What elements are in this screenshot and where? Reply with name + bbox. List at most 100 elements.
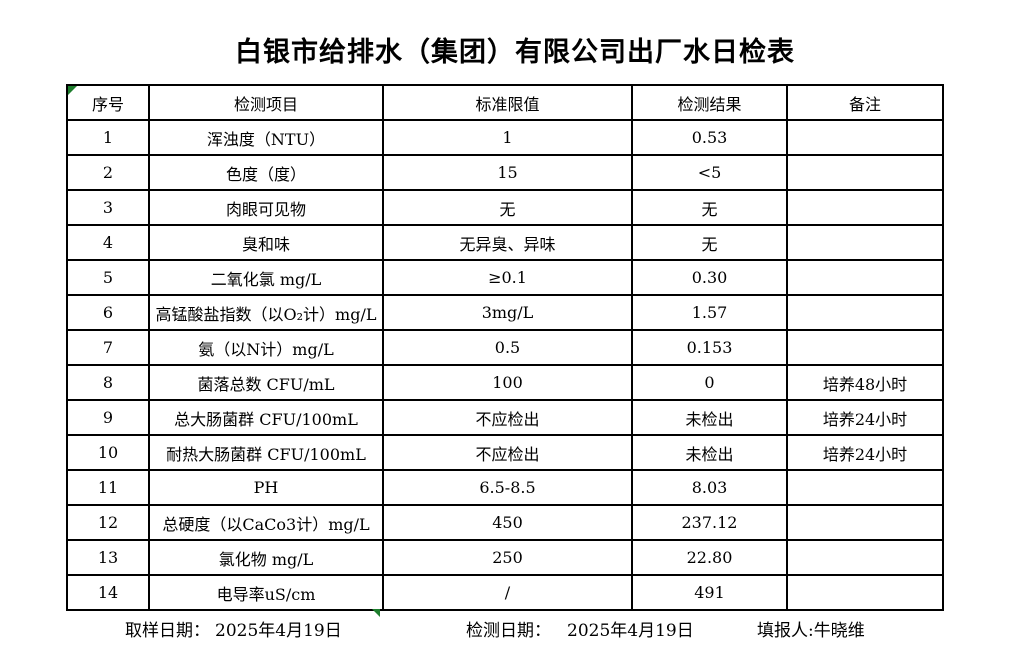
cell-remark bbox=[786, 119, 944, 156]
cell-result: 1.57 bbox=[631, 294, 788, 331]
cell-limit: 无异臭、异味 bbox=[382, 224, 633, 261]
cell-item: 高锰酸盐指数（以O₂计）mg/L bbox=[148, 294, 384, 331]
testing-date-label: 检测日期： bbox=[466, 621, 551, 641]
cell-remark: 培养24小时 bbox=[786, 434, 944, 471]
sampling-date: 取样日期： 2025年4月19日 bbox=[125, 616, 342, 641]
cell-item: PH bbox=[148, 469, 384, 506]
cell-result: 无 bbox=[631, 224, 788, 261]
cell-item: 臭和味 bbox=[148, 224, 384, 261]
cell-item: 电导率uS/cm bbox=[148, 574, 384, 611]
cell-limit: 6.5-8.5 bbox=[382, 469, 633, 506]
cell-item: 菌落总数 CFU/mL bbox=[148, 364, 384, 401]
cell-remark bbox=[786, 224, 944, 261]
table-row: 7 氨（以N计）mg/L 0.5 0.153 bbox=[66, 329, 944, 366]
cell-result: 未检出 bbox=[631, 399, 788, 436]
cell-remark bbox=[786, 539, 944, 576]
cell-item: 氨（以N计）mg/L bbox=[148, 329, 384, 366]
testing-date: 检测日期： 2025年4月19日 bbox=[466, 616, 694, 641]
cell-result: 8.03 bbox=[631, 469, 788, 506]
cell-item: 氯化物 mg/L bbox=[148, 539, 384, 576]
cell-limit: 100 bbox=[382, 364, 633, 401]
cell-limit: 3mg/L bbox=[382, 294, 633, 331]
cell-remark bbox=[786, 294, 944, 331]
reporter: 填报人:牛晓维 bbox=[757, 616, 865, 641]
cell-result: 无 bbox=[631, 189, 788, 226]
cell-limit: 不应检出 bbox=[382, 434, 633, 471]
cell-remark bbox=[786, 469, 944, 506]
cell-limit: ≥0.1 bbox=[382, 259, 633, 296]
cell-no: 2 bbox=[66, 154, 150, 191]
cell-item: 浑浊度（NTU） bbox=[148, 119, 384, 156]
cell-limit: 15 bbox=[382, 154, 633, 191]
col-header-no: 序号 bbox=[66, 84, 150, 121]
table-row: 14 电导率uS/cm/491 bbox=[66, 574, 944, 611]
table-row: 4 臭和味 无异臭、异味无 bbox=[66, 224, 944, 261]
cell-result: <5 bbox=[631, 154, 788, 191]
page-title: 白银市给排水（集团）有限公司出厂水日检表 bbox=[235, 37, 795, 68]
cell-no: 12 bbox=[66, 504, 150, 541]
table-row: 13 氯化物 mg/L 250 22.80 bbox=[66, 539, 944, 576]
cell-remark bbox=[786, 329, 944, 366]
table-row: 6 高锰酸盐指数（以O₂计）mg/L 3mg/L 1.57 bbox=[66, 294, 944, 331]
table-header-row: 序号 检测项目 标准限值 检测结果 备注 bbox=[66, 84, 944, 121]
cell-remark: 培养24小时 bbox=[786, 399, 944, 436]
cell-result: 0 bbox=[631, 364, 788, 401]
cell-no: 3 bbox=[66, 189, 150, 226]
cell-remark bbox=[786, 189, 944, 226]
table-row: 8 菌落总数 CFU/mL 100 0 培养48小时 bbox=[66, 364, 944, 401]
cell-no: 11 bbox=[66, 469, 150, 506]
reporter-name: 牛晓维 bbox=[813, 621, 865, 641]
table-row: 5 二氧化氯 mg/L ≥0.1 0.30 bbox=[66, 259, 944, 296]
cell-remark: 培养48小时 bbox=[786, 364, 944, 401]
table-row: 1 浑浊度（NTU） 1 0.53 bbox=[66, 119, 944, 156]
cell-remark bbox=[786, 574, 944, 611]
cell-limit: 1 bbox=[382, 119, 633, 156]
table-row: 9 总大肠菌群 CFU/100mL 不应检出 未检出 培养24小时 bbox=[66, 399, 944, 436]
sampling-date-value: 2025年4月19日 bbox=[215, 621, 342, 641]
cell-no: 8 bbox=[66, 364, 150, 401]
table-body: 1 浑浊度（NTU） 1 0.53 2 色度（度） 15 <5 3 肉眼可见物无无 4 臭和味 无异臭、… bbox=[66, 119, 944, 611]
excel-green-cell-marker-icon bbox=[372, 609, 380, 617]
cell-no: 13 bbox=[66, 539, 150, 576]
cell-result: 未检出 bbox=[631, 434, 788, 471]
col-header-result: 检测结果 bbox=[631, 84, 788, 121]
col-header-limit: 标准限值 bbox=[382, 84, 633, 121]
cell-no: 5 bbox=[66, 259, 150, 296]
reporter-label: 填报人: bbox=[757, 621, 814, 641]
cell-item: 总大肠菌群 CFU/100mL bbox=[148, 399, 384, 436]
table-row: 2 色度（度） 15 <5 bbox=[66, 154, 944, 191]
cell-limit: 无 bbox=[382, 189, 633, 226]
cell-no: 4 bbox=[66, 224, 150, 261]
cell-item: 耐热大肠菌群 CFU/100mL bbox=[148, 434, 384, 471]
cell-limit: 450 bbox=[382, 504, 633, 541]
cell-remark bbox=[786, 504, 944, 541]
col-header-remark: 备注 bbox=[786, 84, 944, 121]
cell-result: 0.53 bbox=[631, 119, 788, 156]
cell-limit: / bbox=[382, 574, 633, 611]
cell-result: 22.80 bbox=[631, 539, 788, 576]
cell-remark bbox=[786, 154, 944, 191]
cell-remark bbox=[786, 259, 944, 296]
cell-no: 9 bbox=[66, 399, 150, 436]
table-row: 11 PH 6.5-8.5 8.03 bbox=[66, 469, 944, 506]
testing-date-value: 2025年4月19日 bbox=[567, 621, 694, 641]
table-row: 10 耐热大肠菌群 CFU/100mL 不应检出 未检出 培养24小时 bbox=[66, 434, 944, 471]
cell-limit: 0.5 bbox=[382, 329, 633, 366]
cell-no: 14 bbox=[66, 574, 150, 611]
cell-result: 237.12 bbox=[631, 504, 788, 541]
cell-result: 0.30 bbox=[631, 259, 788, 296]
sampling-date-label: 取样日期： bbox=[125, 621, 210, 641]
cell-limit: 不应检出 bbox=[382, 399, 633, 436]
inspection-table: 序号 检测项目 标准限值 检测结果 备注 1 浑浊度（NTU） 1 0.53 2 色度（度… bbox=[66, 84, 944, 611]
cell-no: 1 bbox=[66, 119, 150, 156]
cell-no: 7 bbox=[66, 329, 150, 366]
cell-item: 总硬度（以CaCo3计）mg/L bbox=[148, 504, 384, 541]
col-header-item: 检测项目 bbox=[148, 84, 384, 121]
cell-no: 6 bbox=[66, 294, 150, 331]
cell-no: 10 bbox=[66, 434, 150, 471]
cell-item: 二氧化氯 mg/L bbox=[148, 259, 384, 296]
cell-limit: 250 bbox=[382, 539, 633, 576]
cell-item: 色度（度） bbox=[148, 154, 384, 191]
cell-result: 491 bbox=[631, 574, 788, 611]
